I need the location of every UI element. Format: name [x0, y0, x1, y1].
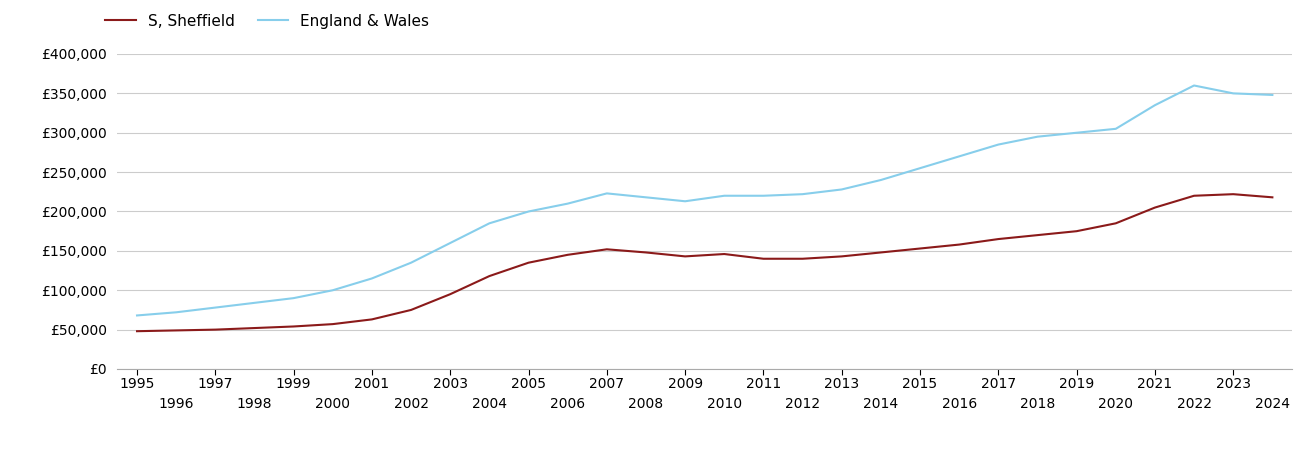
S, Sheffield: [834, 254, 850, 259]
S, Sheffield: [756, 256, 771, 261]
England & Wales: [1030, 134, 1045, 140]
S, Sheffield: [442, 292, 458, 297]
England & Wales: [403, 260, 419, 265]
S, Sheffield: [1108, 220, 1124, 226]
England & Wales: [247, 300, 262, 306]
S, Sheffield: [638, 250, 654, 255]
S, Sheffield: [677, 254, 693, 259]
S, Sheffield: [1069, 229, 1084, 234]
S, Sheffield: [482, 273, 497, 279]
S, Sheffield: [599, 247, 615, 252]
S, Sheffield: [521, 260, 536, 265]
S, Sheffield: [912, 246, 928, 251]
England & Wales: [716, 193, 732, 198]
S, Sheffield: [873, 250, 889, 255]
England & Wales: [1147, 103, 1163, 108]
England & Wales: [599, 191, 615, 196]
S, Sheffield: [1265, 194, 1280, 200]
England & Wales: [325, 288, 341, 293]
S, Sheffield: [990, 236, 1006, 242]
S, Sheffield: [716, 251, 732, 256]
S, Sheffield: [207, 327, 223, 332]
S, Sheffield: [403, 307, 419, 313]
England & Wales: [1186, 83, 1202, 88]
England & Wales: [521, 209, 536, 214]
England & Wales: [638, 194, 654, 200]
S, Sheffield: [1030, 232, 1045, 238]
Legend: S, Sheffield, England & Wales: S, Sheffield, England & Wales: [99, 8, 436, 35]
England & Wales: [990, 142, 1006, 147]
England & Wales: [1069, 130, 1084, 135]
S, Sheffield: [364, 317, 380, 322]
S, Sheffield: [325, 321, 341, 327]
England & Wales: [442, 240, 458, 246]
England & Wales: [129, 313, 145, 318]
England & Wales: [1108, 126, 1124, 131]
England & Wales: [677, 198, 693, 204]
England & Wales: [756, 193, 771, 198]
Line: S, Sheffield: S, Sheffield: [137, 194, 1272, 331]
England & Wales: [1265, 92, 1280, 98]
England & Wales: [482, 220, 497, 226]
England & Wales: [1225, 90, 1241, 96]
S, Sheffield: [129, 328, 145, 334]
S, Sheffield: [560, 252, 576, 257]
England & Wales: [286, 295, 301, 301]
S, Sheffield: [795, 256, 810, 261]
England & Wales: [560, 201, 576, 206]
S, Sheffield: [1147, 205, 1163, 210]
S, Sheffield: [1186, 193, 1202, 198]
Line: England & Wales: England & Wales: [137, 86, 1272, 315]
S, Sheffield: [247, 325, 262, 331]
S, Sheffield: [1225, 191, 1241, 197]
England & Wales: [912, 166, 928, 171]
S, Sheffield: [286, 324, 301, 329]
England & Wales: [207, 305, 223, 310]
England & Wales: [364, 276, 380, 281]
S, Sheffield: [168, 328, 184, 333]
England & Wales: [168, 310, 184, 315]
England & Wales: [795, 191, 810, 197]
England & Wales: [873, 177, 889, 183]
England & Wales: [834, 187, 850, 192]
England & Wales: [951, 153, 967, 159]
S, Sheffield: [951, 242, 967, 247]
